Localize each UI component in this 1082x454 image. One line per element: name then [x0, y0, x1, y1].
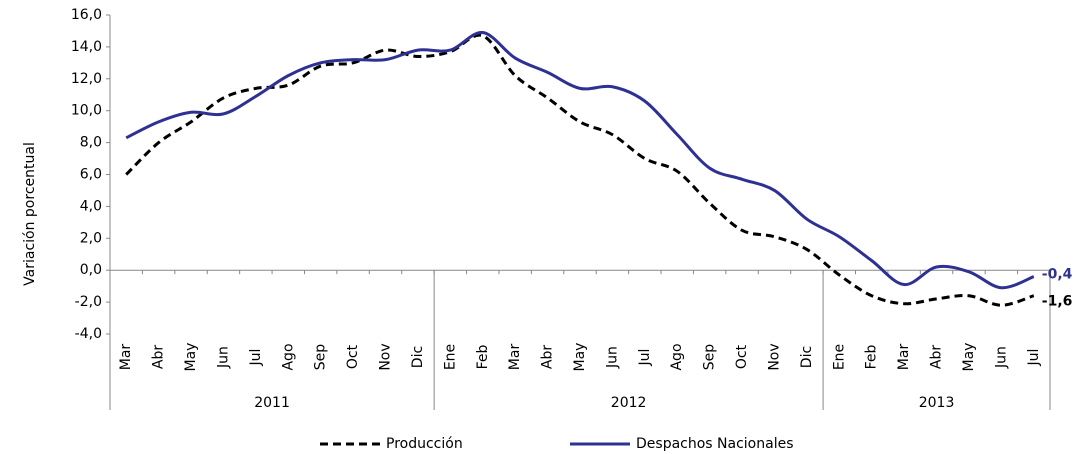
- y-tick-label: 8,0: [80, 135, 102, 151]
- series-line: [125, 31, 1035, 290]
- legend-label: Despachos Nacionales: [636, 436, 794, 452]
- y-axis-label: Variación porcentual: [22, 142, 38, 286]
- y-tick-label: 12,0: [71, 71, 102, 87]
- y-tick-label: 2,0: [80, 230, 102, 246]
- x-tick-label: Dic: [410, 346, 426, 368]
- x-tick-label: Nov: [766, 343, 782, 370]
- value-label: -1,6: [1042, 294, 1073, 310]
- x-tick-label: Abr: [540, 345, 556, 369]
- x-tick-label: Jul: [637, 349, 653, 367]
- x-tick-label: Mar: [896, 344, 912, 371]
- x-tick-label: Jun: [215, 346, 231, 369]
- x-tick-label: Ago: [280, 343, 296, 370]
- x-tick-label: Jul: [1026, 349, 1042, 367]
- x-tick-label: Mar: [118, 344, 134, 371]
- x-tick-label: Sep: [702, 344, 718, 371]
- x-tick-label: Sep: [313, 344, 329, 371]
- x-tick-label: Feb: [475, 344, 491, 369]
- value-label: -0,4: [1042, 267, 1073, 283]
- x-tick-label: Ene: [442, 344, 458, 370]
- y-tick-label: 4,0: [80, 198, 102, 214]
- y-tick-label: -2,0: [75, 294, 102, 310]
- year-label: 2011: [254, 395, 290, 411]
- x-tick-label: Nov: [378, 343, 394, 370]
- year-label: 2013: [919, 395, 955, 411]
- x-tick-label: Ene: [831, 344, 847, 370]
- x-tick-label: Ago: [669, 343, 685, 370]
- year-label: 2012: [611, 395, 647, 411]
- x-tick-label: Oct: [734, 344, 750, 369]
- x-tick-label: Jul: [248, 349, 264, 367]
- y-tick-label: 16,0: [71, 7, 102, 23]
- y-tick-label: -4,0: [75, 326, 102, 342]
- x-tick-label: May: [961, 343, 977, 372]
- x-tick-label: Dic: [799, 346, 815, 368]
- y-tick-label: 6,0: [80, 167, 102, 183]
- y-tick-label: 14,0: [71, 39, 102, 55]
- x-tick-label: Jun: [993, 346, 1009, 369]
- y-tick-label: 0,0: [80, 262, 102, 278]
- x-tick-label: Feb: [864, 344, 880, 369]
- x-tick-label: May: [572, 343, 588, 372]
- series-line: [125, 33, 1035, 307]
- x-tick-label: Mar: [507, 344, 523, 371]
- x-tick-label: Abr: [929, 345, 945, 369]
- x-tick-label: Jun: [604, 346, 620, 369]
- x-tick-label: May: [183, 343, 199, 372]
- y-tick-label: 10,0: [71, 103, 102, 119]
- x-tick-label: Oct: [345, 344, 361, 369]
- x-tick-label: Abr: [151, 345, 167, 369]
- legend-label: Producción: [386, 436, 463, 452]
